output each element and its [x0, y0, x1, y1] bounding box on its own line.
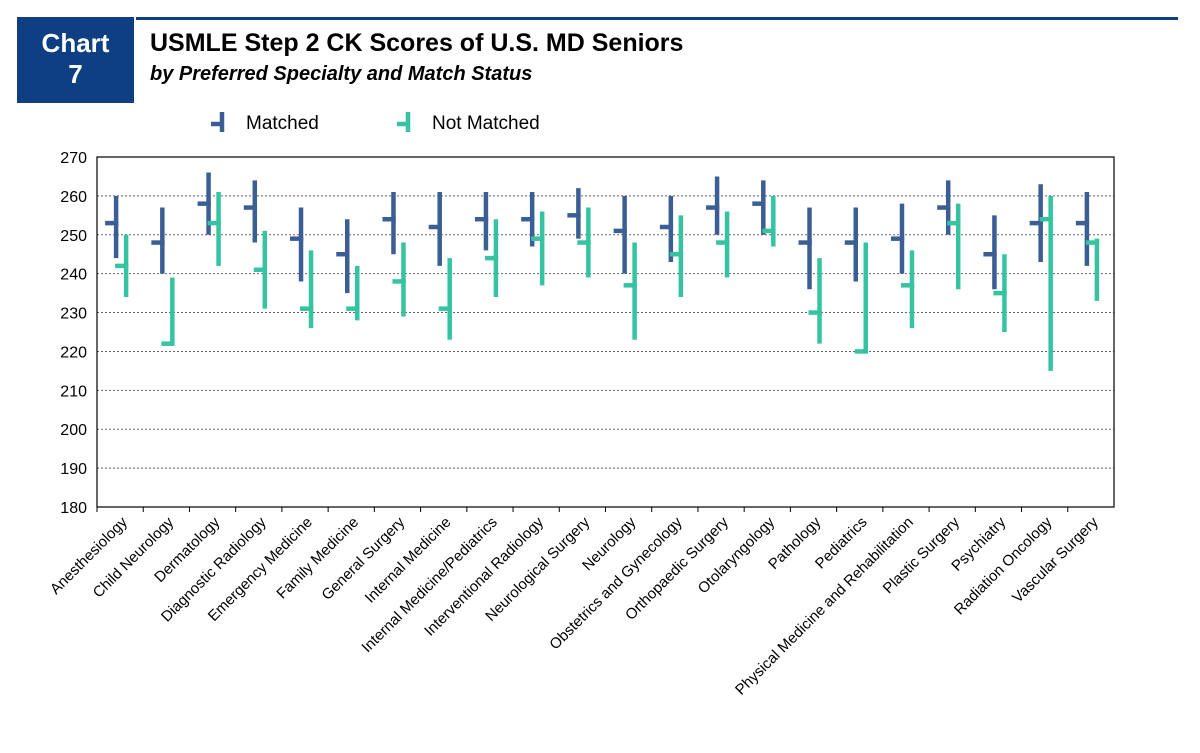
y-tick-label: 190 [60, 461, 87, 478]
x-tick-label: Child Neurology [90, 513, 178, 601]
y-tick-label: 210 [60, 383, 87, 400]
x-tick-label: Anesthesiology [47, 513, 131, 597]
x-tick-label: Family Medicine [273, 514, 362, 603]
x-tick-label: Vascular Surgery [1009, 513, 1102, 606]
y-tick-label: 260 [60, 189, 87, 206]
y-tick-label: 230 [60, 306, 87, 323]
badge-number: 7 [68, 59, 83, 89]
x-tick-label: Internal Medicine [362, 514, 455, 607]
y-tick-label: 180 [60, 500, 87, 517]
not-matched-legend-label: Not Matched [432, 113, 540, 134]
y-tick-label: 220 [60, 344, 87, 361]
y-tick-label: 250 [60, 228, 87, 245]
y-tick-label: 270 [60, 150, 87, 167]
x-tick-label: General Surgery [318, 513, 408, 603]
chart-subtitle: by Preferred Specialty and Match Status [150, 63, 533, 85]
matched-legend-label: Matched [246, 113, 319, 134]
badge-label: Chart [41, 28, 110, 58]
y-tick-label: 240 [60, 267, 87, 284]
y-tick-label: 200 [60, 422, 87, 439]
chart-title: USMLE Step 2 CK Scores of U.S. MD Senior… [150, 29, 684, 57]
header-rule [136, 17, 1178, 20]
chart-number-badge: Chart 7 [17, 17, 134, 103]
